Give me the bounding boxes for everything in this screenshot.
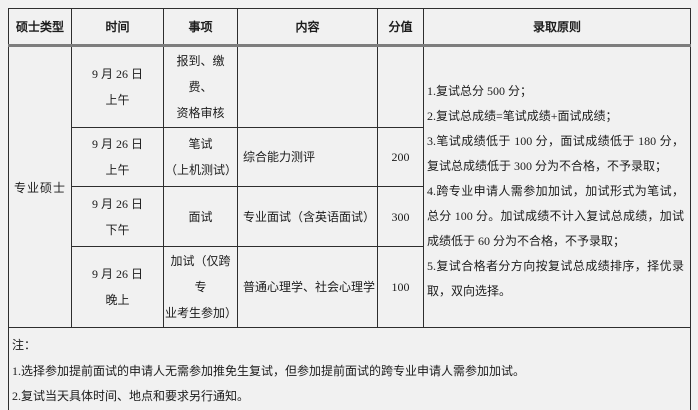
- content-cell: 综合能力测评: [237, 127, 378, 187]
- score-cell: 200: [377, 127, 424, 187]
- principle-item: 1.复试总分 500 分；: [427, 84, 533, 98]
- table-row: 9 月 26 日 上午 笔试 （上机测试） 综合能力测评 200: [9, 127, 691, 187]
- time-cell: 9 月 26 日 晚上: [71, 246, 164, 328]
- admission-principles-cell: 1.复试总分 500 分； 2.复试总成绩=笔试成绩+面试成绩； 3.笔试成绩低…: [423, 45, 691, 328]
- score-cell: [377, 45, 424, 128]
- table-row: 专业硕士 9 月 26 日 上午 报到、缴费、 资格审核 1.复试总分 500 …: [8, 45, 691, 328]
- table-row: 9 月 26 日 晚上 加试（仅跨专 业考生参加） 普通心理学、社会心理学 10…: [9, 246, 691, 328]
- notes-label: 注：: [12, 338, 37, 353]
- content-cell: [237, 45, 378, 128]
- header-content: 内容: [237, 8, 378, 47]
- header-admission-principles: 录取原则: [423, 8, 691, 47]
- notes-row: 注： 1.选择参加提前面试的申请人无需参加推免生复试，但参加提前面试的跨专业申请…: [8, 327, 691, 410]
- admissions-schedule-table: 硕士类型 时间 事项 内容 分值 录取原则 专业硕士 9 月 26 日 上午 报…: [8, 8, 691, 410]
- item-cell: 笔试 （上机测试）: [163, 127, 238, 187]
- content-cell: 普通心理学、社会心理学: [237, 246, 378, 328]
- principle-item: 5.复试合格者分方向按复试总成绩排序，择优录取，双向选择。: [427, 259, 684, 298]
- header-item: 事项: [163, 8, 238, 47]
- principle-item: 3.笔试成绩低于 100 分，面试成绩低于 180 分，复试总成绩低于 300 …: [427, 134, 684, 173]
- content-cell: 专业面试（含英语面试）: [237, 186, 378, 247]
- score-cell: 100: [377, 246, 424, 328]
- principle-item: 2.复试总成绩=笔试成绩+面试成绩；: [427, 109, 618, 123]
- item-cell: 面试: [163, 186, 238, 247]
- header-master-type: 硕士类型: [8, 8, 72, 47]
- note-item: 1.选择参加提前面试的申请人无需参加推免生复试，但参加提前面试的跨专业申请人需参…: [12, 363, 526, 378]
- time-cell: 9 月 26 日 上午: [71, 127, 164, 187]
- item-cell: 报到、缴费、 资格审核: [163, 45, 238, 128]
- principle-item: 4.跨专业申请人需参加加试，加试形式为笔试，总分 100 分。加试成绩不计入复试…: [427, 184, 684, 248]
- table-row: 9 月 26 日 下午 面试 专业面试（含英语面试） 300: [9, 186, 691, 247]
- notes-cell: 注： 1.选择参加提前面试的申请人无需参加推免生复试，但参加提前面试的跨专业申请…: [8, 327, 691, 410]
- time-cell: 9 月 26 日 下午: [71, 186, 164, 247]
- score-cell: 300: [377, 186, 424, 247]
- note-item: 2.复试当天具体时间、地点和要求另行通知。: [12, 389, 250, 404]
- item-cell: 加试（仅跨专 业考生参加）: [163, 246, 238, 328]
- header-score: 分值: [377, 8, 424, 47]
- header-time: 时间: [71, 8, 164, 47]
- time-cell: 9 月 26 日 上午: [71, 45, 164, 128]
- header-row: 硕士类型 时间 事项 内容 分值 录取原则: [8, 8, 691, 47]
- master-type-cell: 专业硕士: [8, 45, 72, 328]
